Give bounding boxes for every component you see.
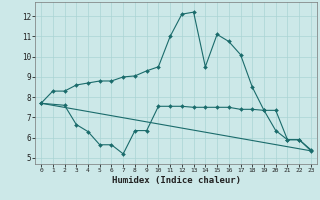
X-axis label: Humidex (Indice chaleur): Humidex (Indice chaleur) [111,176,241,185]
